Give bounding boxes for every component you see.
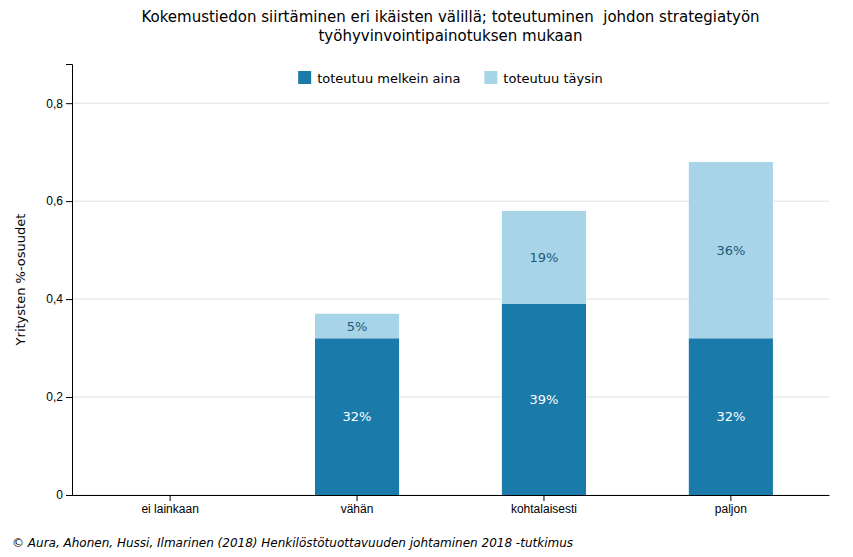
y-tick-label: 0 bbox=[56, 488, 63, 502]
y-axis: 0 0,2 0,4 0,6 0,8 bbox=[46, 65, 72, 503]
x-tick-mark bbox=[357, 495, 358, 501]
bar-segment bbox=[128, 495, 212, 496]
legend-swatch bbox=[298, 71, 311, 84]
data-labels: 32% 39% 32% 5% 19% 36% bbox=[343, 243, 746, 425]
y-tick-mark bbox=[66, 201, 72, 202]
y-tick-mark bbox=[66, 495, 72, 496]
bars bbox=[315, 162, 773, 495]
y-tick-label: 0,2 bbox=[46, 390, 63, 404]
bar-segment bbox=[689, 338, 773, 495]
title-line: Kokemustiedon siirtäminen eri ikäisten v… bbox=[141, 8, 759, 26]
x-tick-mark bbox=[170, 495, 171, 501]
x-tick: paljon bbox=[715, 495, 747, 516]
data-label: 39% bbox=[530, 392, 559, 407]
x-tick-mark bbox=[543, 495, 544, 501]
y-axis-title: Yritysten %-osuudet bbox=[13, 214, 28, 347]
legend: toteutuu melkein aina toteutuu täysin bbox=[298, 71, 603, 86]
x-tick: kohtalaisesti bbox=[511, 495, 577, 516]
x-tick-label: vähän bbox=[341, 502, 374, 516]
bar-segment bbox=[315, 314, 399, 338]
series-bars bbox=[315, 162, 773, 338]
x-tick-label: kohtalaisesti bbox=[511, 502, 577, 516]
bar-segment bbox=[502, 211, 586, 304]
plot-area: 0 0,2 0,4 0,6 0,8 ei lainkaan vähän kohtalaises… bbox=[46, 65, 829, 516]
y-tick: 0,8 bbox=[46, 97, 72, 111]
chart: 0 0,2 0,4 0,6 0,8 ei lainkaan vähän kohtalaises… bbox=[0, 0, 853, 557]
bar-segment bbox=[315, 338, 399, 495]
x-tick: ei lainkaan bbox=[141, 495, 198, 516]
data-label: 36% bbox=[716, 243, 745, 258]
x-axis: ei lainkaan vähän kohtalaisesti paljon bbox=[73, 495, 830, 516]
x-tick-label: paljon bbox=[715, 502, 747, 516]
title-line: työhyvinvointipainotuksen mukaan bbox=[318, 27, 582, 45]
data-label: 19% bbox=[530, 250, 559, 265]
footer: © Aura, Ahonen, Hussi, Ilmarinen (2018) … bbox=[12, 536, 573, 550]
bar-segment bbox=[128, 495, 212, 496]
y-tick-mark bbox=[66, 103, 72, 104]
data-label: 32% bbox=[343, 409, 372, 424]
y-tick: 0,2 bbox=[46, 390, 72, 404]
y-tick: 0,4 bbox=[46, 292, 72, 306]
legend-label: toteutuu melkein aina bbox=[317, 71, 460, 86]
title: Kokemustiedon siirtäminen eri ikäisten v… bbox=[141, 8, 759, 45]
x-tick-mark bbox=[730, 495, 731, 501]
legend-item: toteutuu täysin bbox=[484, 71, 602, 86]
y-axis-line bbox=[66, 65, 73, 496]
y-tick-label: 0,4 bbox=[46, 292, 63, 306]
x-tick-label: ei lainkaan bbox=[141, 502, 198, 516]
legend-label: toteutuu täysin bbox=[503, 71, 602, 86]
y-tick: 0,6 bbox=[46, 194, 72, 208]
legend-item: toteutuu melkein aina bbox=[298, 71, 460, 86]
y-tick-mark bbox=[66, 299, 72, 300]
y-tick-label: 0,8 bbox=[46, 97, 63, 111]
y-tick-label: 0,6 bbox=[46, 194, 63, 208]
legend-swatch bbox=[484, 71, 497, 84]
y-tick: 0 bbox=[56, 488, 72, 502]
x-tick: vähän bbox=[341, 495, 374, 516]
data-label: 32% bbox=[716, 409, 745, 424]
bar-segment bbox=[689, 162, 773, 338]
grid-line bbox=[72, 103, 829, 104]
grid bbox=[72, 103, 829, 495]
data-label: 5% bbox=[347, 319, 368, 334]
bar-segment bbox=[502, 304, 586, 495]
y-tick-mark bbox=[66, 397, 72, 398]
x-axis-line bbox=[73, 495, 830, 496]
